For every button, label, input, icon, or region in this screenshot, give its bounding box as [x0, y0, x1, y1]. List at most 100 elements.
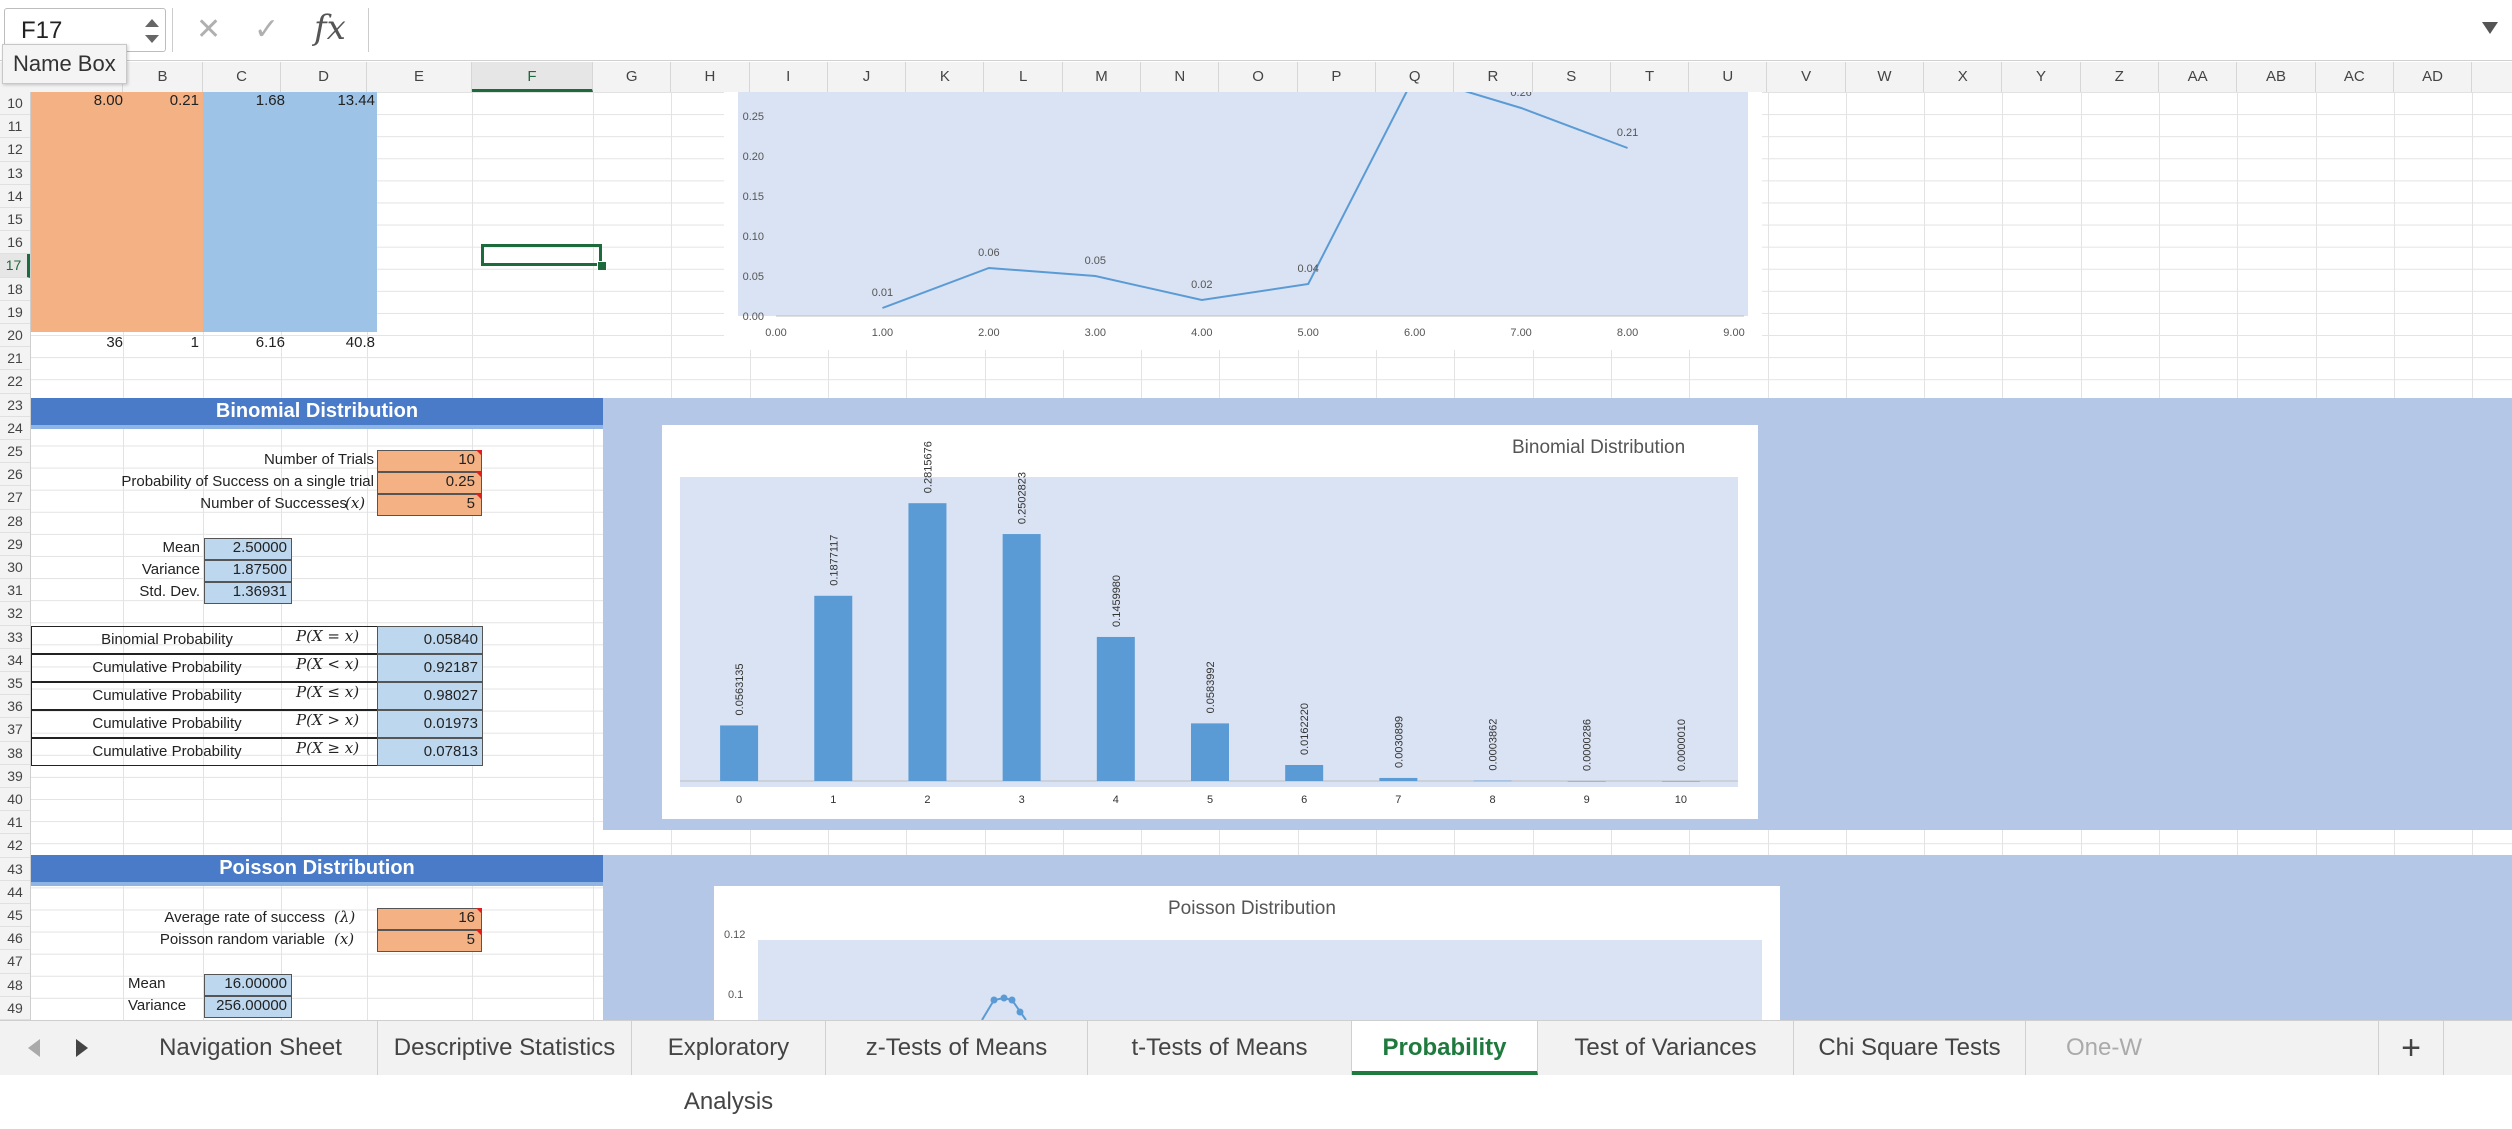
binomial-chart[interactable]: Binomial Distribution 0 0.0563135 1 0.18771… [662, 425, 1758, 819]
row-header-41[interactable]: 41 [0, 811, 30, 835]
row-header-43[interactable]: 43 [0, 858, 30, 881]
column-header-b[interactable]: B [123, 62, 203, 92]
binomial-stddev-value[interactable]: 1.36931 [204, 582, 292, 604]
column-header-s[interactable]: S [1533, 62, 1611, 92]
row-header-46[interactable]: 46 [0, 927, 30, 951]
column-header-p[interactable]: P [1298, 62, 1376, 92]
row-header-31[interactable]: 31 [0, 579, 30, 603]
cell-c10[interactable]: 1.68 [255, 92, 285, 109]
scroll-tabs-left-icon[interactable] [28, 1039, 40, 1057]
expand-formula-bar-icon[interactable] [2482, 22, 2498, 34]
row-header-21[interactable]: 21 [0, 347, 30, 371]
top-line-chart[interactable]: 0.00 0.05 0.10 0.15 0.20 0.25 0.00 1.00 2.00 3.00… [724, 92, 1762, 350]
row-header-49[interactable]: 49 [0, 997, 30, 1020]
row-header-28[interactable]: 28 [0, 510, 30, 533]
row-header-26[interactable]: 26 [0, 463, 30, 487]
row-header-30[interactable]: 30 [0, 556, 30, 580]
row-header-48[interactable]: 48 [0, 974, 30, 997]
column-header-t[interactable]: T [1611, 62, 1690, 92]
row-header-23[interactable]: 23 [0, 394, 30, 417]
column-header-aa[interactable]: AA [2159, 62, 2238, 92]
row-header-14[interactable]: 14 [0, 185, 30, 208]
insert-function-icon[interactable]: fx [314, 8, 346, 48]
column-header-y[interactable]: Y [2002, 62, 2081, 92]
cell-c21[interactable]: 6.16 [255, 334, 285, 351]
row-header-22[interactable]: 22 [0, 370, 30, 394]
sheet-tab-chi-square-tests[interactable]: Chi Square Tests [1794, 1021, 2026, 1075]
column-header-ad[interactable]: AD [2394, 62, 2473, 92]
fill-handle[interactable] [597, 261, 607, 271]
column-header-g[interactable]: G [593, 62, 672, 92]
probability-value[interactable]: 0.92187 [377, 654, 483, 682]
column-header-k[interactable]: K [906, 62, 985, 92]
column-header-h[interactable]: H [671, 62, 750, 92]
column-header-r[interactable]: R [1454, 62, 1533, 92]
column-header-j[interactable]: J [828, 62, 907, 92]
row-header-27[interactable]: 27 [0, 486, 30, 510]
probability-value[interactable]: 0.05840 [377, 626, 483, 654]
row-header-16[interactable]: 16 [0, 231, 30, 255]
cell-a21[interactable]: 36 [106, 334, 123, 351]
formula-input[interactable] [368, 8, 2478, 52]
probability-value[interactable]: 0.01973 [377, 710, 483, 738]
sheet-tab-one-w[interactable]: One-W [2065, 1034, 2142, 1061]
probability-value[interactable]: 0.07813 [377, 738, 483, 766]
row-header-18[interactable]: 18 [0, 278, 30, 301]
selected-cell-f17[interactable] [481, 244, 602, 266]
column-header-q[interactable]: Q [1376, 62, 1455, 92]
probability-value[interactable]: 0.98027 [377, 682, 483, 710]
row-header-17[interactable]: 17 [0, 254, 30, 278]
row-header-39[interactable]: 39 [0, 765, 30, 788]
row-header-13[interactable]: 13 [0, 162, 30, 185]
column-header-o[interactable]: O [1219, 62, 1298, 92]
row-header-38[interactable]: 38 [0, 742, 30, 765]
row-header-32[interactable]: 32 [0, 602, 30, 626]
column-header-e[interactable]: E [367, 62, 472, 92]
column-header-w[interactable]: W [1846, 62, 1925, 92]
row-header-12[interactable]: 12 [0, 138, 30, 162]
column-header-v[interactable]: V [1768, 62, 1846, 92]
cell-d10[interactable]: 13.44 [337, 92, 375, 109]
row-header-35[interactable]: 35 [0, 672, 30, 696]
column-header-n[interactable]: N [1141, 62, 1220, 92]
row-header-33[interactable]: 33 [0, 626, 30, 649]
row-header-11[interactable]: 11 [0, 115, 30, 139]
chevron-up-icon[interactable] [145, 19, 159, 27]
column-header-l[interactable]: L [985, 62, 1063, 92]
cell-a10[interactable]: 8.00 [93, 92, 123, 109]
column-header-c[interactable]: C [203, 62, 281, 92]
sheet-tab-z-tests-of-means[interactable]: z-Tests of Means [826, 1021, 1088, 1075]
row-header-19[interactable]: 19 [0, 301, 30, 324]
binomial-trials-value[interactable]: 10 [377, 450, 482, 472]
sheet-tab-descriptive-statistics[interactable]: Descriptive Statistics [378, 1021, 632, 1075]
sheet-tab-exploratory-analysis[interactable]: Exploratory Analysis [632, 1021, 826, 1115]
sheet-tab-probability[interactable]: Probability [1352, 1021, 1538, 1075]
poisson-rate-value[interactable]: 16 [377, 908, 482, 930]
column-header-z[interactable]: Z [2081, 62, 2159, 92]
row-header-44[interactable]: 44 [0, 881, 30, 904]
chevron-down-icon[interactable] [145, 35, 159, 43]
column-header-f[interactable]: F [472, 62, 593, 92]
binomial-variance-value[interactable]: 1.87500 [204, 560, 292, 582]
binomial-successes-value[interactable]: 5 [377, 494, 482, 516]
row-header-47[interactable]: 47 [0, 950, 30, 974]
row-header-25[interactable]: 25 [0, 440, 30, 464]
row-header-42[interactable]: 42 [0, 834, 30, 858]
column-header-m[interactable]: M [1063, 62, 1142, 92]
row-header-15[interactable]: 15 [0, 208, 30, 232]
binomial-prob-value[interactable]: 0.25 [377, 472, 482, 494]
column-header-d[interactable]: D [281, 62, 367, 92]
row-header-40[interactable]: 40 [0, 788, 30, 812]
cell-b10[interactable]: 0.21 [169, 92, 199, 109]
poisson-variance-value[interactable]: 256.00000 [204, 996, 292, 1018]
column-header-ac[interactable]: AC [2316, 62, 2394, 92]
sheet-tab-test-of-variances[interactable]: Test of Variances [1538, 1021, 1794, 1075]
row-header-29[interactable]: 29 [0, 533, 30, 556]
enter-check-icon[interactable]: ✓ [254, 13, 280, 46]
column-header-u[interactable]: U [1689, 62, 1768, 92]
cell-b21[interactable]: 1 [190, 334, 199, 351]
column-header-ab[interactable]: AB [2237, 62, 2316, 92]
sheet-tab-navigation-sheet[interactable]: Navigation Sheet [124, 1021, 378, 1075]
add-sheet-button[interactable]: + [2378, 1021, 2444, 1075]
row-header-45[interactable]: 45 [0, 904, 30, 928]
